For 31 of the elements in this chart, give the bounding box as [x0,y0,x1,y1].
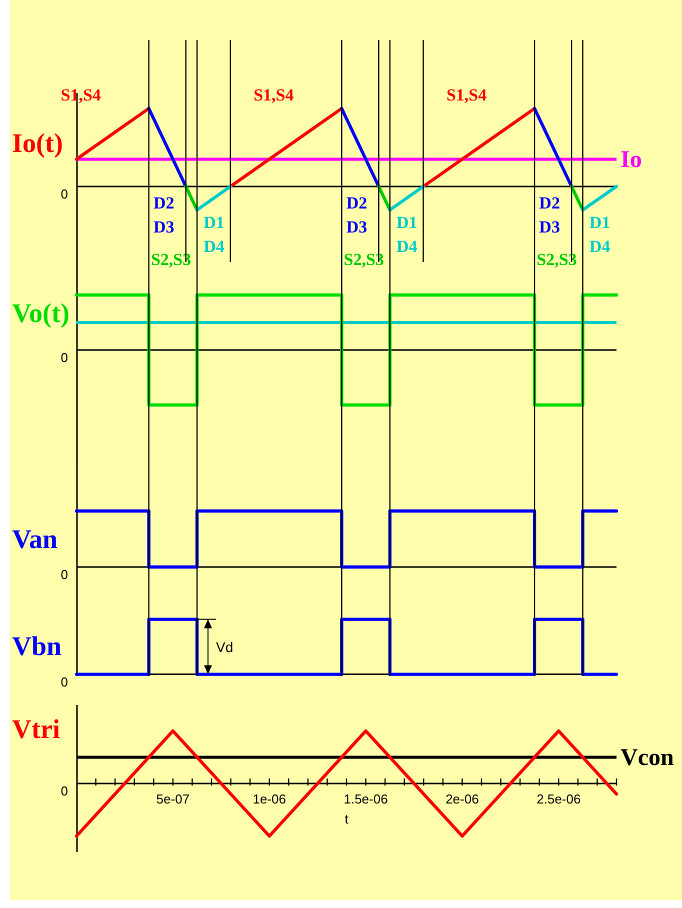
x-tick-label: 1.5e-06 [344,792,388,806]
text: D1 D4 [396,212,418,256]
x-axis-title: t [344,812,349,826]
text: S2,S3 [150,250,192,269]
text: S2,S3 [344,250,384,269]
text: 0 [60,350,68,365]
y-axis-title: Vtri [12,714,60,744]
y-axis-title: Van [12,524,58,554]
series-label: S1,S4 [446,86,488,104]
text: D2 D3 [153,194,174,236]
x-tick-label: 2.5e-06 [536,792,581,806]
text: S1,S4 [60,86,101,104]
x-tick-label: 5e-07 [156,792,190,806]
text: 0 [60,186,68,202]
ref-line-label: Vcon [620,745,674,772]
x-tick-label: 1e-06 [252,792,286,806]
text: 0 [60,674,68,690]
ref-line-label: Io [620,147,642,174]
annotation: Vd [216,638,234,655]
y-axis-title: Vo(t) [12,298,70,328]
text: 0 [60,784,68,798]
text: D2 D3 [539,194,560,236]
x-tick-label: 2e-06 [446,792,479,806]
y-axis-title: Vbn [12,631,62,661]
series-label: D1 D4 [589,212,611,256]
text: S1,S4 [254,86,294,104]
y-axis-title: Io(t) [12,128,63,158]
text: D1 D4 [204,212,224,256]
text: 0 [60,567,68,582]
text: S2,S3 [536,250,577,269]
series-label: D2 D3 [346,194,368,236]
